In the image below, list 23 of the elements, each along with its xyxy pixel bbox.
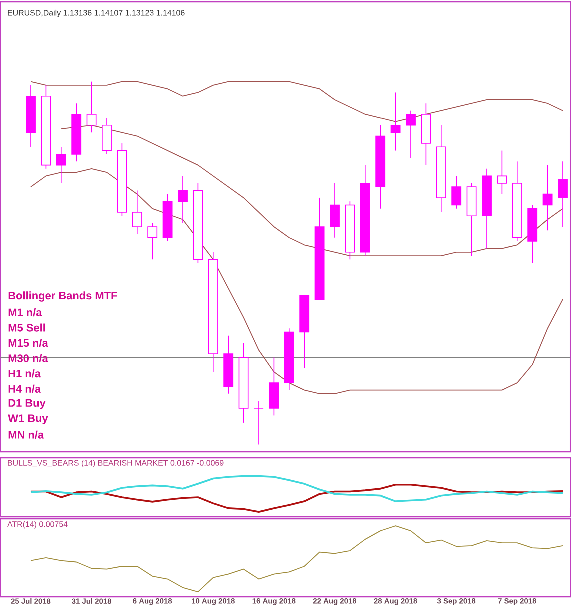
candlestick — [148, 222, 158, 260]
candlestick — [542, 164, 553, 232]
annotation: H4 n/a — [8, 384, 41, 394]
candlestick — [558, 161, 568, 228]
annotation: M1 n/a — [8, 308, 42, 317]
candlestick — [452, 176, 462, 210]
annotation: D1 Buy — [8, 399, 46, 410]
candlestick — [254, 400, 264, 446]
candlestick — [330, 183, 340, 238]
candlestick — [406, 110, 416, 158]
annotation: MN n/a — [8, 430, 44, 439]
candlestick — [497, 150, 508, 195]
annotation: Bollinger Bands MTF — [8, 292, 118, 302]
candlestick — [86, 81, 97, 134]
annotation: H1 n/a — [8, 370, 41, 378]
candlestick — [178, 176, 188, 224]
candlestick — [132, 190, 142, 235]
annotation: M30 n/a — [8, 354, 48, 362]
annotation: M15 n/a — [8, 339, 48, 348]
annotation: W1 Buy — [8, 414, 48, 424]
annotation: M5 Sell — [8, 324, 46, 332]
candlestick — [56, 146, 66, 184]
candlestick — [390, 92, 401, 152]
